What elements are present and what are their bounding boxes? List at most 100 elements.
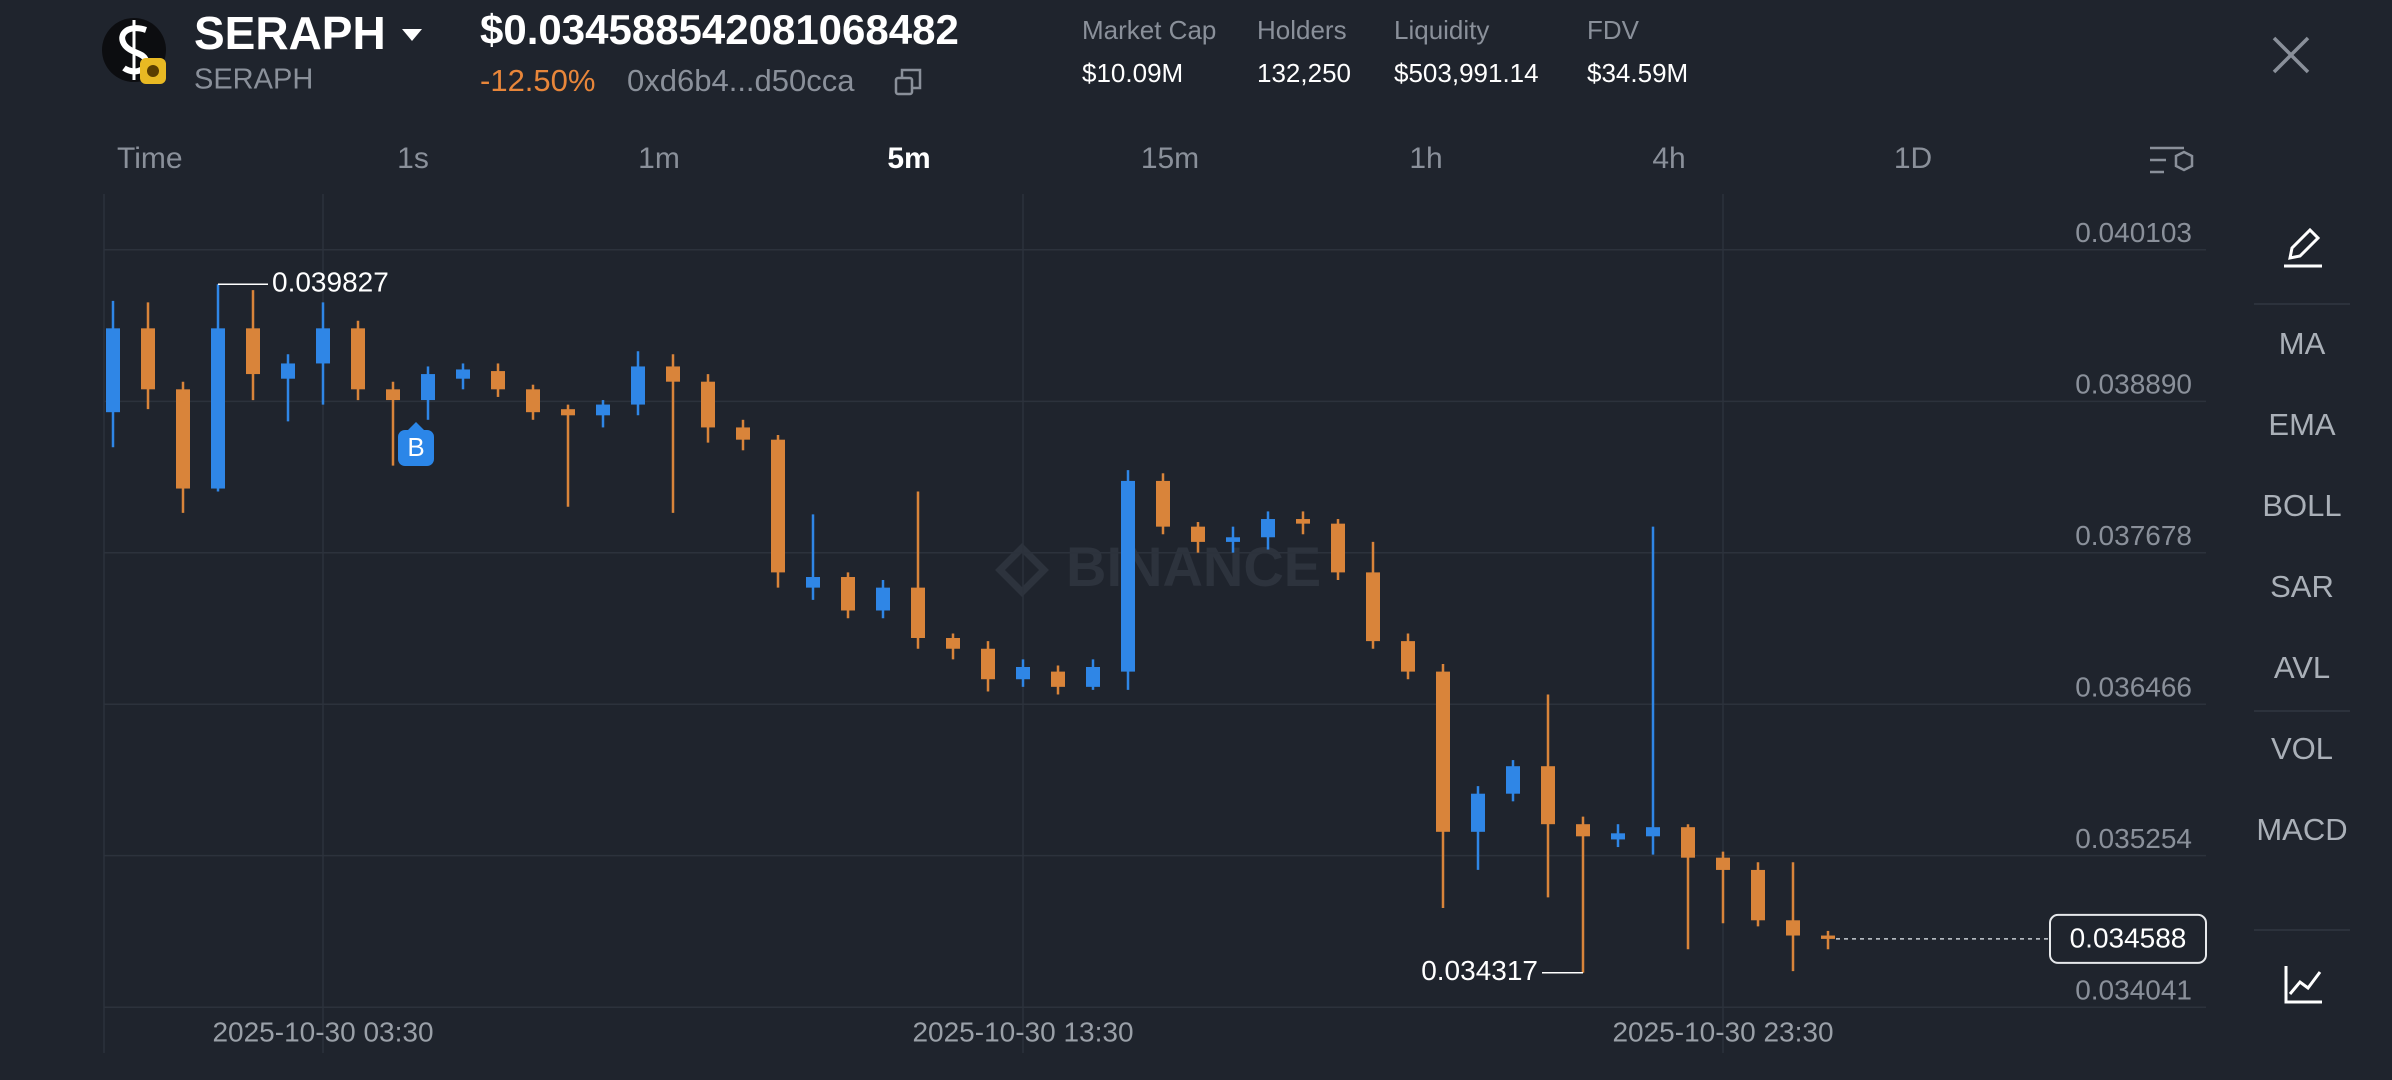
token-name: SERAPH <box>194 7 386 59</box>
candle-body <box>106 328 120 413</box>
chart-settings-icon[interactable] <box>2150 146 2194 174</box>
stat-label: Liquidity <box>1394 15 1489 45</box>
indicator-button[interactable]: AVL <box>2274 650 2330 685</box>
stat-value: $10.09M <box>1082 58 1183 88</box>
candle-body <box>1366 572 1380 642</box>
candle-body <box>806 577 820 588</box>
low-label: 0.034317 <box>1421 955 1538 986</box>
stat-label: Market Cap <box>1082 15 1216 45</box>
interval-tab[interactable]: Time <box>117 142 183 175</box>
y-tick-label: 0.035254 <box>2075 823 2192 854</box>
candle-body <box>911 587 925 638</box>
trade-marker-label: B <box>407 432 424 462</box>
candle-body <box>736 427 750 440</box>
candle-body <box>1821 935 1835 939</box>
candle-body <box>981 648 995 680</box>
candle-body <box>1471 793 1485 832</box>
candle-body <box>1646 827 1660 837</box>
candle-body <box>701 381 715 428</box>
interval-tab[interactable]: 15m <box>1141 142 1199 175</box>
indicator-button[interactable]: SAR <box>2270 569 2334 604</box>
interval-tab[interactable]: 4h <box>1652 142 1685 175</box>
candle-body <box>351 328 365 390</box>
chart: 0.040103 0.038890 0.037678 0.036466 0.035254… <box>103 194 2207 1053</box>
candle-body <box>841 577 855 611</box>
interval-tab[interactable]: 5m <box>887 142 930 175</box>
watermark-text: BINANCE <box>1066 535 1321 598</box>
y-tick-label: 0.040103 <box>2075 217 2192 248</box>
candle-body <box>386 389 400 401</box>
candle-body <box>596 404 610 416</box>
contract-address: 0xd6b4...d50cca <box>627 63 855 98</box>
candle-body <box>1506 766 1520 794</box>
interval-tab[interactable]: 1h <box>1409 142 1442 175</box>
candle-body <box>1261 519 1275 538</box>
candle-body <box>1121 480 1135 672</box>
candle-body <box>1296 519 1310 524</box>
candle-body <box>1191 526 1205 542</box>
candle-body <box>526 389 540 413</box>
interval-tab[interactable]: 1m <box>638 142 680 175</box>
indicator-button[interactable]: BOLL <box>2262 488 2341 523</box>
stat-value: $34.59M <box>1587 58 1688 88</box>
candle-body <box>281 363 295 379</box>
candle-body <box>246 328 260 375</box>
current-price-label: 0.034588 <box>2070 922 2187 953</box>
stat-value: 132,250 <box>1257 58 1351 88</box>
x-tick-label: 2025-10-30 03:30 <box>212 1016 433 1047</box>
close-button[interactable] <box>2272 36 2310 74</box>
candle-body <box>1786 920 1800 936</box>
candle-body <box>1331 523 1345 573</box>
dropdown-arrow[interactable] <box>402 29 422 41</box>
y-tick-label: 0.038890 <box>2075 369 2192 400</box>
candle-body <box>1156 480 1170 527</box>
token-price: $0.034588542081068482 <box>480 6 959 53</box>
candle-body <box>491 371 505 390</box>
candle-body <box>1716 857 1730 870</box>
candle-body <box>666 366 680 382</box>
candle-body <box>1086 666 1100 687</box>
indicator-button[interactable]: VOL <box>2271 731 2333 766</box>
token-logo <box>102 18 166 84</box>
token-symbol: SERAPH <box>194 64 313 96</box>
indicator-button[interactable]: EMA <box>2268 407 2336 442</box>
candle-body <box>1576 824 1590 837</box>
x-tick-label: 2025-10-30 13:30 <box>912 1016 1133 1047</box>
candle-body <box>946 637 960 649</box>
candle-body <box>1436 671 1450 832</box>
candle-body <box>1016 666 1030 680</box>
copy-button[interactable] <box>894 68 922 96</box>
candle-body <box>561 409 575 416</box>
price-change: -12.50% <box>480 63 595 98</box>
stat-value: $503,991.14 <box>1394 58 1539 88</box>
x-tick-label: 2025-10-30 23:30 <box>1612 1016 1833 1047</box>
candle-body <box>631 366 645 405</box>
watermark: BINANCE <box>995 535 1321 598</box>
high-label: 0.039827 <box>272 267 389 298</box>
candle-body <box>421 374 435 401</box>
candle-body <box>1051 671 1065 687</box>
interval-tab[interactable]: 1D <box>1894 142 1932 175</box>
chart-type-icon[interactable] <box>2284 966 2322 1004</box>
candle-body <box>1751 869 1765 921</box>
draw-tool-icon[interactable] <box>2284 227 2322 268</box>
y-tick-label: 0.037678 <box>2075 520 2192 551</box>
trade-marker[interactable]: B <box>398 422 434 466</box>
candle-body <box>771 439 785 573</box>
candle-body <box>1226 537 1240 542</box>
stat-label: FDV <box>1587 15 1640 45</box>
y-tick-label: 0.034041 <box>2075 975 2192 1006</box>
current-price-box <box>2049 913 2207 964</box>
candle-body <box>456 369 470 379</box>
interval-tab[interactable]: 1s <box>397 142 429 175</box>
candle-body <box>141 328 155 390</box>
candle-body <box>876 587 890 611</box>
candle-body <box>1611 833 1625 840</box>
y-tick-label: 0.036466 <box>2075 672 2192 703</box>
candle-body <box>1401 641 1415 672</box>
candle-body <box>1681 827 1695 858</box>
indicator-button[interactable]: MACD <box>2256 812 2347 847</box>
indicator-button[interactable]: MA <box>2279 326 2326 361</box>
candle-body <box>176 389 190 489</box>
